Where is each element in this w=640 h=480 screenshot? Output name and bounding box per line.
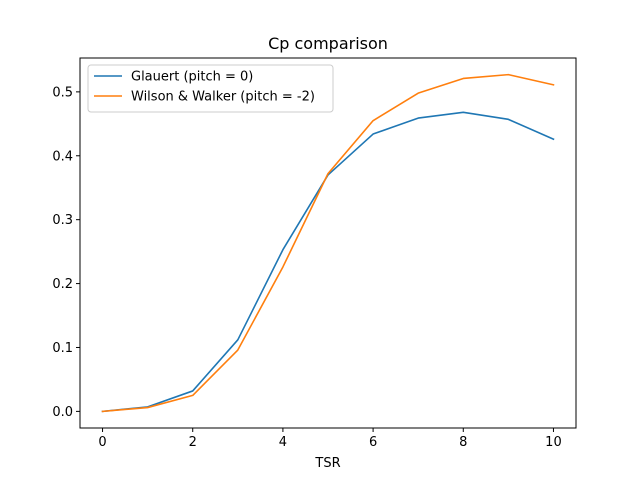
x-tick-label: 10 — [545, 435, 562, 450]
legend-label-1: Glauert (pitch = 0) — [131, 70, 253, 85]
chart-title: Cp comparison — [268, 34, 388, 53]
y-tick-label: 0.2 — [52, 277, 73, 292]
x-axis-label: TSR — [314, 456, 340, 471]
plot-frame — [79, 57, 577, 429]
series-line-2 — [101, 73, 555, 413]
x-tick-label: 0 — [98, 435, 106, 450]
legend-box — [87, 64, 334, 113]
x-tick-label: 8 — [459, 435, 467, 450]
y-tick-label: 0.3 — [52, 213, 73, 228]
y-tick-label: 0.4 — [52, 149, 73, 164]
x-axis-ticks: 0 2 4 6 8 10 — [98, 428, 562, 450]
legend: Glauert (pitch = 0) Wilson & Walker (pitc… — [87, 64, 334, 113]
x-tick-label: 4 — [279, 435, 287, 450]
x-tick-label: 6 — [369, 435, 377, 450]
y-tick-label: 0.5 — [52, 85, 73, 100]
x-tick-label: 2 — [189, 435, 197, 450]
y-axis-ticks: 0.0 0.1 0.2 0.3 0.4 0.5 — [52, 85, 80, 420]
plot-series — [101, 73, 555, 413]
y-tick-label: 0.0 — [52, 405, 73, 420]
y-tick-label: 0.1 — [52, 341, 73, 356]
legend-label-2: Wilson & Walker (pitch = -2) — [131, 90, 315, 105]
